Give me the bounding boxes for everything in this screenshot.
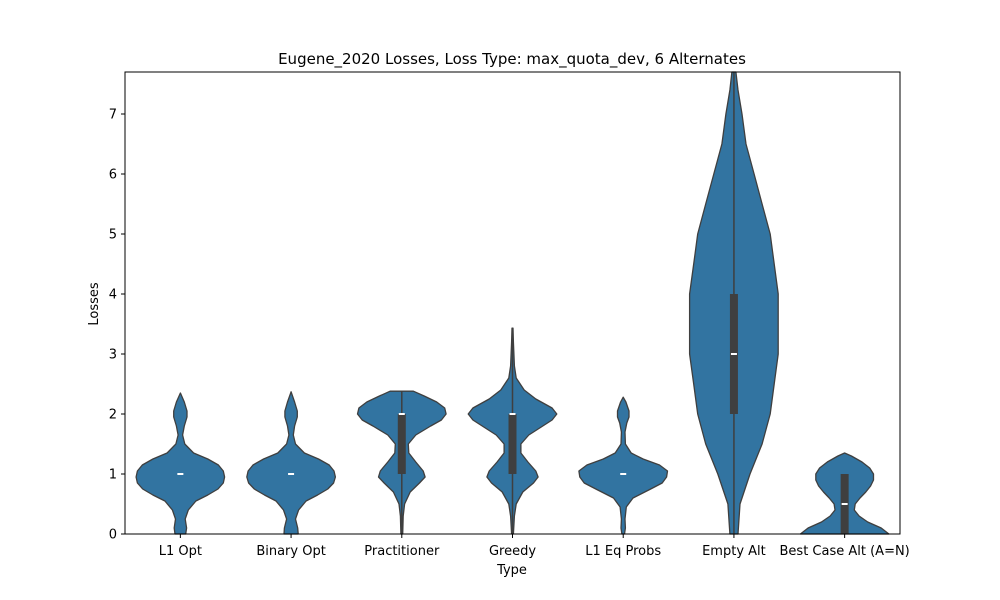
violin-group bbox=[688, 71, 779, 535]
x-tick-label: Empty Alt bbox=[702, 544, 766, 559]
violin-median bbox=[288, 473, 295, 475]
chart-title: Eugene_2020 Losses, Loss Type: max_quota… bbox=[278, 50, 746, 69]
y-axis-label: Losses bbox=[87, 282, 102, 326]
violin-group bbox=[799, 452, 890, 535]
y-tick-label: 4 bbox=[109, 288, 117, 303]
x-tick-label: L1 Opt bbox=[159, 544, 202, 559]
plot-area bbox=[135, 71, 890, 535]
violin-median bbox=[730, 353, 737, 355]
x-tick-label: Greedy bbox=[489, 544, 536, 559]
violin-iqr-box bbox=[508, 414, 517, 474]
x-tick-label: Binary Opt bbox=[256, 544, 326, 559]
y-tick-label: 5 bbox=[109, 228, 117, 243]
violin-median bbox=[177, 473, 184, 475]
violin-body bbox=[578, 396, 669, 535]
violin-median bbox=[620, 473, 627, 475]
violin-group bbox=[135, 392, 226, 535]
x-axis: L1 Opt Binary Opt Practitioner Greedy L1 Eq … bbox=[159, 534, 910, 559]
y-tick-label: 3 bbox=[109, 348, 117, 363]
x-tick-label: L1 Eq Probs bbox=[585, 544, 661, 559]
violin-median bbox=[841, 503, 848, 505]
violin-group bbox=[467, 327, 558, 535]
y-axis: 0 1 2 3 4 5 6 7 bbox=[109, 108, 125, 543]
violin-group bbox=[246, 391, 337, 535]
y-tick-label: 6 bbox=[109, 168, 117, 183]
violin-iqr-box bbox=[397, 414, 406, 474]
violin-group bbox=[356, 390, 447, 535]
violin-body bbox=[246, 391, 337, 535]
x-tick-label: Best Case Alt (A=N) bbox=[780, 544, 910, 559]
axes-frame bbox=[124, 71, 901, 535]
violin-median bbox=[509, 413, 516, 415]
violin-group bbox=[578, 396, 669, 535]
x-axis-label: Type bbox=[496, 563, 527, 578]
x-tick-label: Practitioner bbox=[364, 544, 440, 559]
y-tick-label: 1 bbox=[109, 468, 117, 483]
violin-body bbox=[135, 392, 226, 535]
y-tick-label: 7 bbox=[109, 108, 117, 123]
violin-median bbox=[398, 413, 405, 415]
y-tick-label: 0 bbox=[109, 528, 117, 543]
y-tick-label: 2 bbox=[109, 408, 117, 423]
